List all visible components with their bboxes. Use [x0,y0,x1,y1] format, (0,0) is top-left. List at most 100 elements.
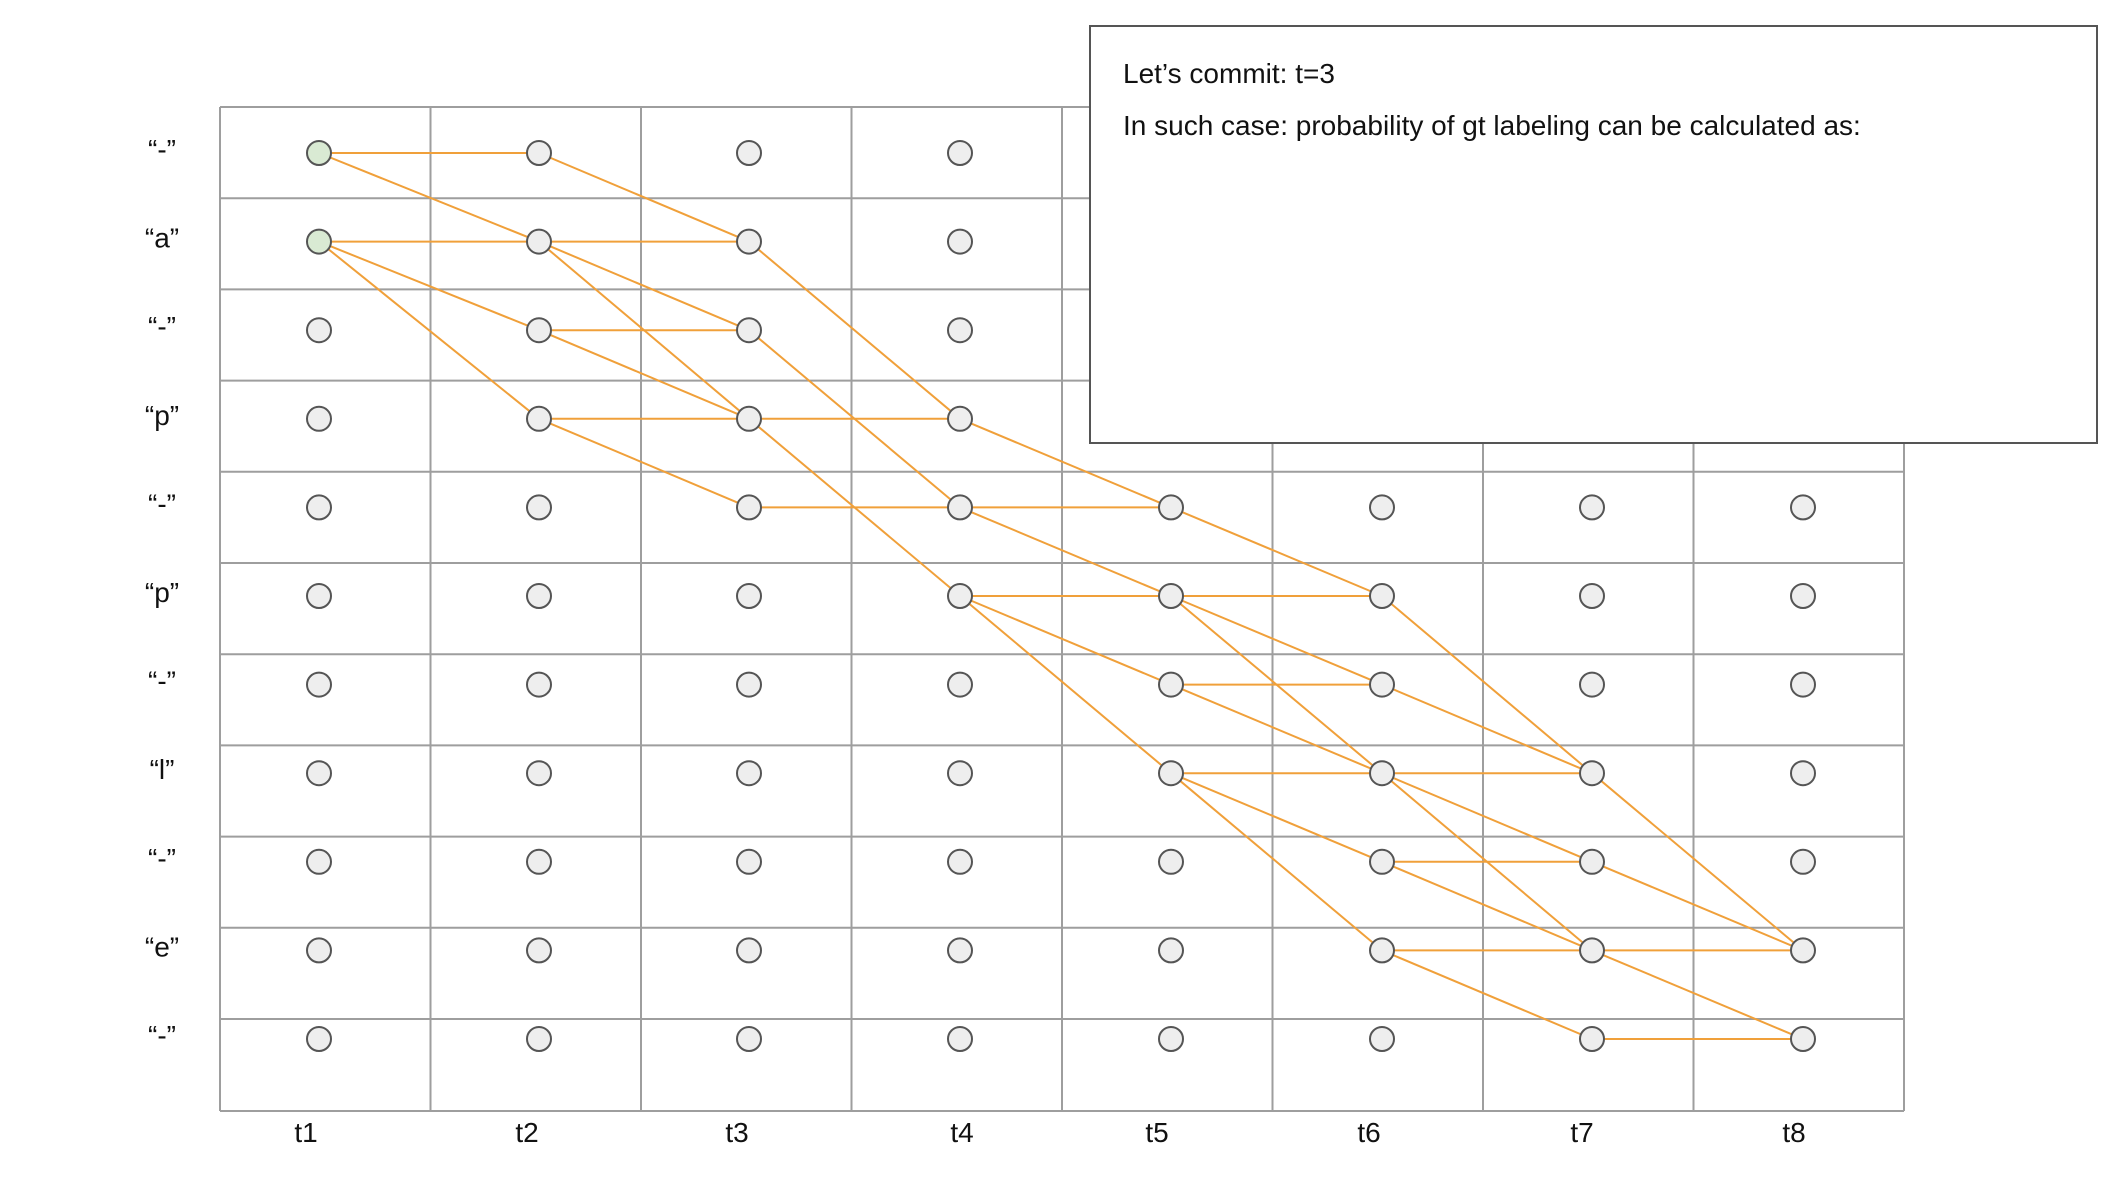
trellis-node [526,1026,552,1052]
path-edge [318,240,540,420]
column-label: t2 [515,1117,538,1148]
trellis-node [947,228,973,255]
row-label: “-” [148,1020,176,1051]
column-label: t7 [1570,1117,1593,1148]
trellis-node [306,405,332,432]
trellis-node [526,405,552,432]
trellis-node [306,583,332,609]
row-labels: “-” “a” “-” “p” “-” “p” “-” “l” “-” “e” “-” [145,134,179,1051]
alignment-paths [318,152,1804,1040]
column-label: t3 [725,1117,748,1148]
trellis-node [947,317,973,344]
trellis-node [306,671,332,698]
row-label: “-” [148,488,176,519]
trellis-node [1158,583,1184,609]
trellis-node [526,228,552,255]
trellis-node [736,671,762,698]
trellis-node [1158,760,1184,787]
column-label: t6 [1357,1117,1380,1148]
path-edge [959,506,1172,597]
trellis-node [1790,1026,1816,1052]
trellis-node [947,1026,973,1052]
trellis-node [1579,937,1605,964]
trellis-node [736,494,762,521]
path-edge [1381,772,1593,863]
trellis-node [526,937,552,964]
trellis-node [1158,671,1184,698]
trellis-node [736,317,762,344]
trellis-node [1369,937,1395,964]
trellis-node [1158,848,1184,875]
trellis-node [1158,1026,1184,1052]
path-edge [748,240,961,420]
trellis-node [1579,1026,1605,1052]
trellis-node [526,671,552,698]
trellis-node [1790,848,1816,875]
callout-title: Let’s commit: t=3 [1123,58,1335,89]
row-label: “-” [148,311,176,342]
trellis-node [306,760,332,787]
path-edge [959,595,1172,774]
trellis-node [947,405,973,432]
row-label: “e” [145,931,179,962]
trellis-node [736,140,762,166]
trellis-node [526,583,552,609]
path-edge [1591,860,1804,952]
row-label: “p” [145,400,179,431]
column-labels: t1 t2 t3 t4 t5 t6 t7 t8 [294,1117,1805,1148]
path-edge [538,152,750,243]
column-label: t5 [1145,1117,1168,1148]
trellis-node [1158,494,1184,521]
column-label: t4 [950,1117,973,1148]
trellis-node [736,583,762,609]
trellis-node [1790,583,1816,609]
trellis-node [306,494,332,521]
trellis-node [736,228,762,255]
trellis-node [1579,494,1605,521]
trellis-node [736,405,762,432]
row-label: “-” [148,843,176,874]
start-node [306,228,332,255]
trellis-node [1369,848,1395,875]
explanation-callout: Let’s commit: t=3 In such case: probabil… [1089,25,2098,444]
path-edge [1170,595,1383,686]
trellis-node [1790,760,1816,787]
trellis-node [526,760,552,787]
trellis-node [947,583,973,609]
path-edge [538,417,750,509]
path-edge [1381,860,1593,952]
trellis-node [947,760,973,787]
path-edge [1170,772,1383,952]
path-edge [959,595,1172,686]
path-edge [318,152,540,243]
trellis-nodes [306,140,1816,1052]
trellis-node [306,317,332,344]
path-edge [538,329,750,420]
path-edge [1170,683,1383,775]
row-label: “p” [145,577,179,608]
trellis-node [947,140,973,166]
trellis-node [306,937,332,964]
column-label: t1 [294,1117,317,1148]
trellis-node [306,1026,332,1052]
trellis-node [947,937,973,964]
trellis-node [1579,583,1605,609]
row-label: “a” [145,223,179,254]
path-edge [1591,772,1804,952]
trellis-node [947,494,973,521]
path-edge [1591,949,1804,1040]
trellis-node [1369,671,1395,698]
trellis-node [736,1026,762,1052]
path-edge [1381,683,1593,775]
trellis-node [1579,760,1605,787]
path-edge [318,240,540,332]
trellis-node [526,494,552,521]
row-label: “-” [148,134,176,165]
trellis-node [1369,494,1395,521]
trellis-node [1369,583,1395,609]
trellis-node [1579,848,1605,875]
trellis-node [1790,937,1816,964]
path-edge [1381,595,1593,774]
callout-text: In such case: probability of gt labeling… [1123,110,1861,141]
path-edge [1381,949,1593,1040]
